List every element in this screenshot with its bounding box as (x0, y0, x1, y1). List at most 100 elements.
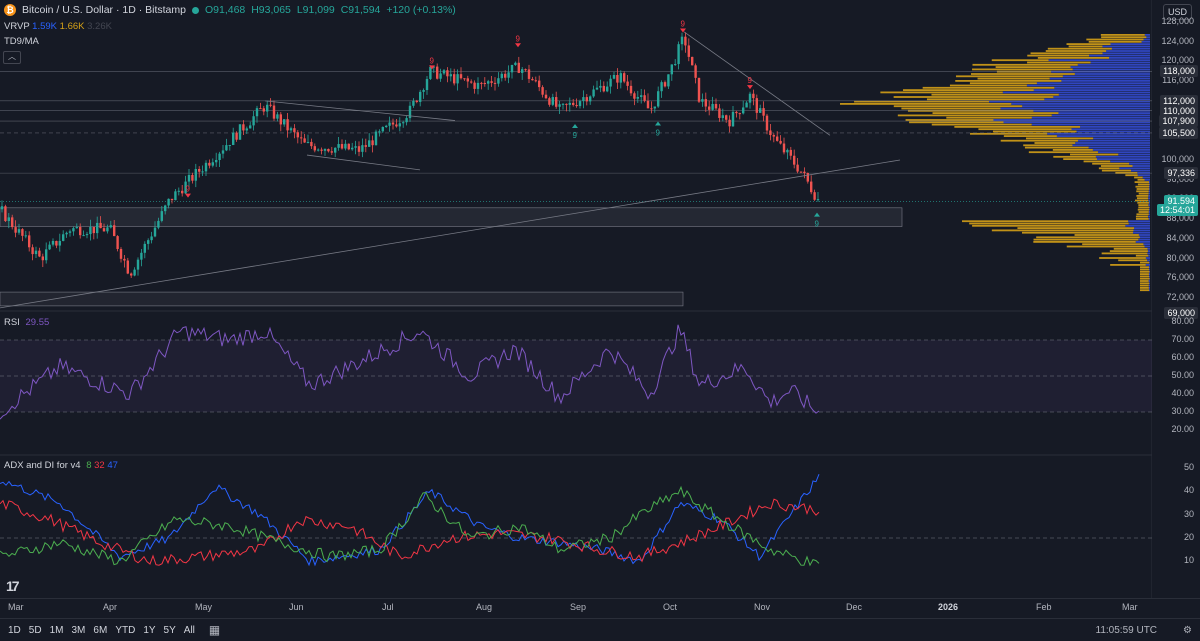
candle-body (408, 105, 412, 119)
candle-body (524, 69, 527, 71)
candle-body (225, 145, 228, 151)
volume-profile-bar-gold (970, 132, 1048, 135)
volume-profile-bar-blue (1058, 93, 1150, 96)
chart-canvas[interactable]: 9 9 9 9 9 9 9 9 (0, 0, 1152, 598)
candle-body (480, 82, 483, 84)
candle-body (276, 114, 279, 119)
volume-profile-bar-blue (1141, 40, 1150, 43)
collapse-legend-button[interactable]: ︿ (3, 51, 21, 64)
volume-profile-bar-blue (1148, 218, 1150, 220)
range-button-1d[interactable]: 1D (8, 624, 21, 636)
candle-body (235, 132, 238, 140)
volume-profile-bar-gold (1024, 146, 1089, 149)
candle-body (762, 108, 765, 116)
candle-body (459, 74, 463, 79)
volume-profile-bar-gold (1134, 176, 1143, 179)
candle-body (476, 82, 480, 89)
candle-body (517, 62, 520, 73)
range-button-3m[interactable]: 3M (71, 624, 86, 636)
volume-profile-bar-gold (893, 96, 1054, 98)
rsi-tick-label: 60.00 (1171, 352, 1194, 362)
volume-profile-bar-blue (1095, 155, 1150, 158)
candle-body (742, 107, 745, 114)
volume-profile-bar-blue (1110, 160, 1150, 163)
range-button-1m[interactable]: 1M (49, 624, 64, 636)
price-tick-label: 72,000 (1166, 292, 1194, 302)
volume-profile-bar-blue (1096, 158, 1150, 160)
candle-body (674, 64, 677, 66)
volume-profile-bar-gold (880, 91, 1003, 94)
channel-top-line (264, 100, 456, 121)
volume-profile-bar-blue (1129, 162, 1150, 165)
candle-body (136, 259, 140, 270)
candle-body (572, 102, 575, 105)
vrvp-legend[interactable]: VRVP 1.59K 1.66K 3.26K (4, 21, 112, 32)
candle-body (436, 66, 439, 79)
settings-gear-icon[interactable]: ⚙ (1183, 624, 1192, 636)
clock-readout[interactable]: 11:05:59 UTC (1095, 624, 1158, 636)
range-button-5d[interactable]: 5D (28, 624, 42, 636)
candle-body (140, 252, 143, 260)
volume-profile-bar-gold (970, 73, 1075, 75)
symbol-header: ₿ Bitcoin / U.S. Dollar · 1D · Bitstamp … (4, 4, 459, 16)
volume-profile-bar-blue (1147, 247, 1150, 250)
candle-body (643, 95, 646, 101)
candle-body (126, 260, 129, 274)
price-level-tag: 105,500 (1159, 126, 1198, 139)
rsi-title: RSI (4, 317, 20, 328)
price-tick-label: 76,000 (1166, 272, 1194, 283)
adx-tick-label: 20 (1183, 532, 1194, 542)
volume-profile-bar-blue (1149, 266, 1150, 269)
volume-profile-bar-blue (1148, 280, 1150, 282)
time-tick-label: Jul (382, 602, 394, 612)
volume-profile-bar-blue (1109, 57, 1150, 59)
volume-profile-bar-gold (1113, 247, 1148, 250)
volume-profile-bar-gold (1140, 268, 1149, 271)
volume-profile-bar-blue (1092, 149, 1150, 151)
volume-profile-bar-blue (1148, 199, 1150, 202)
volume-profile-bar-gold (1037, 57, 1110, 59)
tradingview-logo-icon[interactable]: 17 (6, 578, 20, 594)
candle-body (755, 98, 758, 113)
td9-legend[interactable]: TD9/MA (4, 36, 39, 47)
range-button-6m[interactable]: 6M (93, 624, 108, 636)
candle-body (147, 240, 150, 244)
candle-body (391, 122, 395, 125)
price-tick-label: 100,000 (1161, 154, 1194, 164)
td9-buy-marker-icon (572, 123, 578, 128)
td9-sell-marker-icon (429, 65, 435, 70)
volume-profile-bar-blue (1075, 142, 1150, 144)
volume-profile-bar-blue (1003, 121, 1150, 124)
candle-body (619, 73, 622, 83)
candle-body (578, 101, 582, 107)
candle-body (24, 235, 27, 237)
candle-body (283, 119, 286, 125)
volume-profile-bar-blue (1119, 167, 1150, 170)
calendar-icon[interactable]: ▦ (208, 623, 221, 637)
candle-body (663, 82, 667, 87)
candle-body (687, 45, 690, 57)
rsi-legend[interactable]: RSI 29.55 (4, 317, 49, 328)
candle-body (752, 93, 755, 99)
adx-legend[interactable]: ADX and DI for v4 8 32 47 (4, 460, 118, 471)
volume-profile-bar-gold (977, 77, 1050, 80)
volume-profile-bar-blue (1072, 144, 1150, 147)
downtrend-line (683, 31, 831, 136)
candle-body (606, 86, 609, 92)
currency-button[interactable]: USD (1162, 4, 1192, 20)
range-button-5y[interactable]: 5Y (163, 624, 176, 636)
candle-body (704, 99, 707, 107)
volume-profile-bar-blue (1149, 270, 1150, 273)
symbol-title[interactable]: Bitcoin / U.S. Dollar · 1D · Bitstamp (22, 4, 186, 16)
candle-body (728, 119, 731, 127)
range-button-all[interactable]: All (183, 624, 195, 636)
adx-value-red: 32 (94, 460, 105, 471)
volume-profile-bar-blue (1128, 222, 1150, 225)
chart-svg[interactable]: 9 9 9 9 9 9 9 9 (0, 0, 1152, 598)
volume-profile-bar-blue (1148, 192, 1150, 195)
range-button-1y[interactable]: 1Y (143, 624, 156, 636)
volume-profile-bar-gold (1098, 167, 1120, 170)
candle-body (266, 104, 269, 112)
range-button-ytd[interactable]: YTD (115, 624, 136, 636)
td9-buy-marker-icon (814, 212, 820, 217)
